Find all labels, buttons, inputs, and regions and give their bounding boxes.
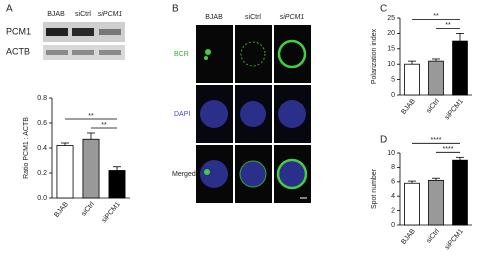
- y-tick-label: 0: [391, 222, 395, 229]
- significance-label: **: [433, 13, 439, 20]
- column-label: siCtrl: [245, 14, 261, 21]
- y-tick-label: 20: [387, 30, 395, 37]
- y-tick-label: 0: [391, 92, 395, 99]
- significance-label: **: [101, 122, 107, 129]
- blot-row-label: PCM1: [6, 26, 31, 36]
- y-tick-label: 8: [391, 164, 395, 171]
- x-tick-label: siPCM1: [444, 228, 465, 251]
- x-tick-label: siPCM1: [444, 98, 465, 121]
- bar: [428, 60, 444, 96]
- y-tick-label: 0.0: [37, 195, 47, 202]
- x-tick-label: siPCM1: [101, 201, 122, 224]
- bar: [82, 138, 100, 199]
- y-tick-label: 6: [391, 179, 395, 186]
- panel-letter: B: [172, 4, 179, 15]
- row-label: DAPI: [174, 111, 190, 118]
- y-tick-label: 10: [387, 61, 395, 68]
- column-label: BJAB: [205, 14, 223, 21]
- blot-row-label: ACTB: [6, 46, 30, 56]
- significance-label: ****: [443, 146, 454, 153]
- y-tick-label: 2: [391, 207, 395, 214]
- y-tick-label: 5: [391, 76, 395, 83]
- bar: [56, 145, 74, 199]
- significance-label: **: [88, 113, 94, 120]
- panel-letter: A: [6, 4, 13, 15]
- lane-label: siCtrl: [75, 11, 91, 18]
- bar: [452, 40, 468, 96]
- column-label: siPCM1: [280, 14, 305, 21]
- x-tick-label: siCtrl: [425, 98, 441, 115]
- row-label: BCR: [174, 51, 189, 58]
- y-tick-label: 10: [387, 150, 395, 157]
- bar: [428, 179, 444, 226]
- y-tick-label: 0.8: [37, 95, 47, 102]
- row-label: Merged: [172, 171, 196, 178]
- y-tick-label: 0.6: [37, 120, 47, 127]
- x-tick-label: BJAB: [400, 228, 417, 246]
- bar: [404, 182, 420, 226]
- y-tick-label: 0.2: [37, 170, 47, 177]
- lane-label: siPCM1: [98, 11, 123, 18]
- y-axis-label: Ratio PCM1 : ACTB: [23, 117, 30, 179]
- x-tick-label: siCtrl: [80, 201, 96, 218]
- bar: [108, 170, 126, 199]
- lane-label: BJAB: [47, 11, 65, 18]
- y-tick-label: 15: [387, 46, 395, 53]
- y-tick-label: 25: [387, 15, 395, 22]
- significance-label: **: [445, 22, 451, 29]
- micrograph-grid: [196, 25, 311, 203]
- panel-letter: D: [380, 135, 387, 146]
- significance-label: ****: [431, 137, 442, 144]
- blot-image: [43, 22, 125, 60]
- x-tick-label: BJAB: [53, 201, 70, 219]
- y-tick-label: 0.4: [37, 145, 47, 152]
- x-tick-label: siCtrl: [425, 228, 441, 245]
- y-axis-label: Spot number: [371, 168, 378, 209]
- bar: [452, 159, 468, 226]
- bar: [404, 63, 420, 96]
- x-tick-label: BJAB: [400, 98, 417, 116]
- panel-letter: C: [380, 4, 387, 15]
- y-axis-label: Polarization index: [371, 28, 378, 84]
- y-tick-label: 4: [391, 193, 395, 200]
